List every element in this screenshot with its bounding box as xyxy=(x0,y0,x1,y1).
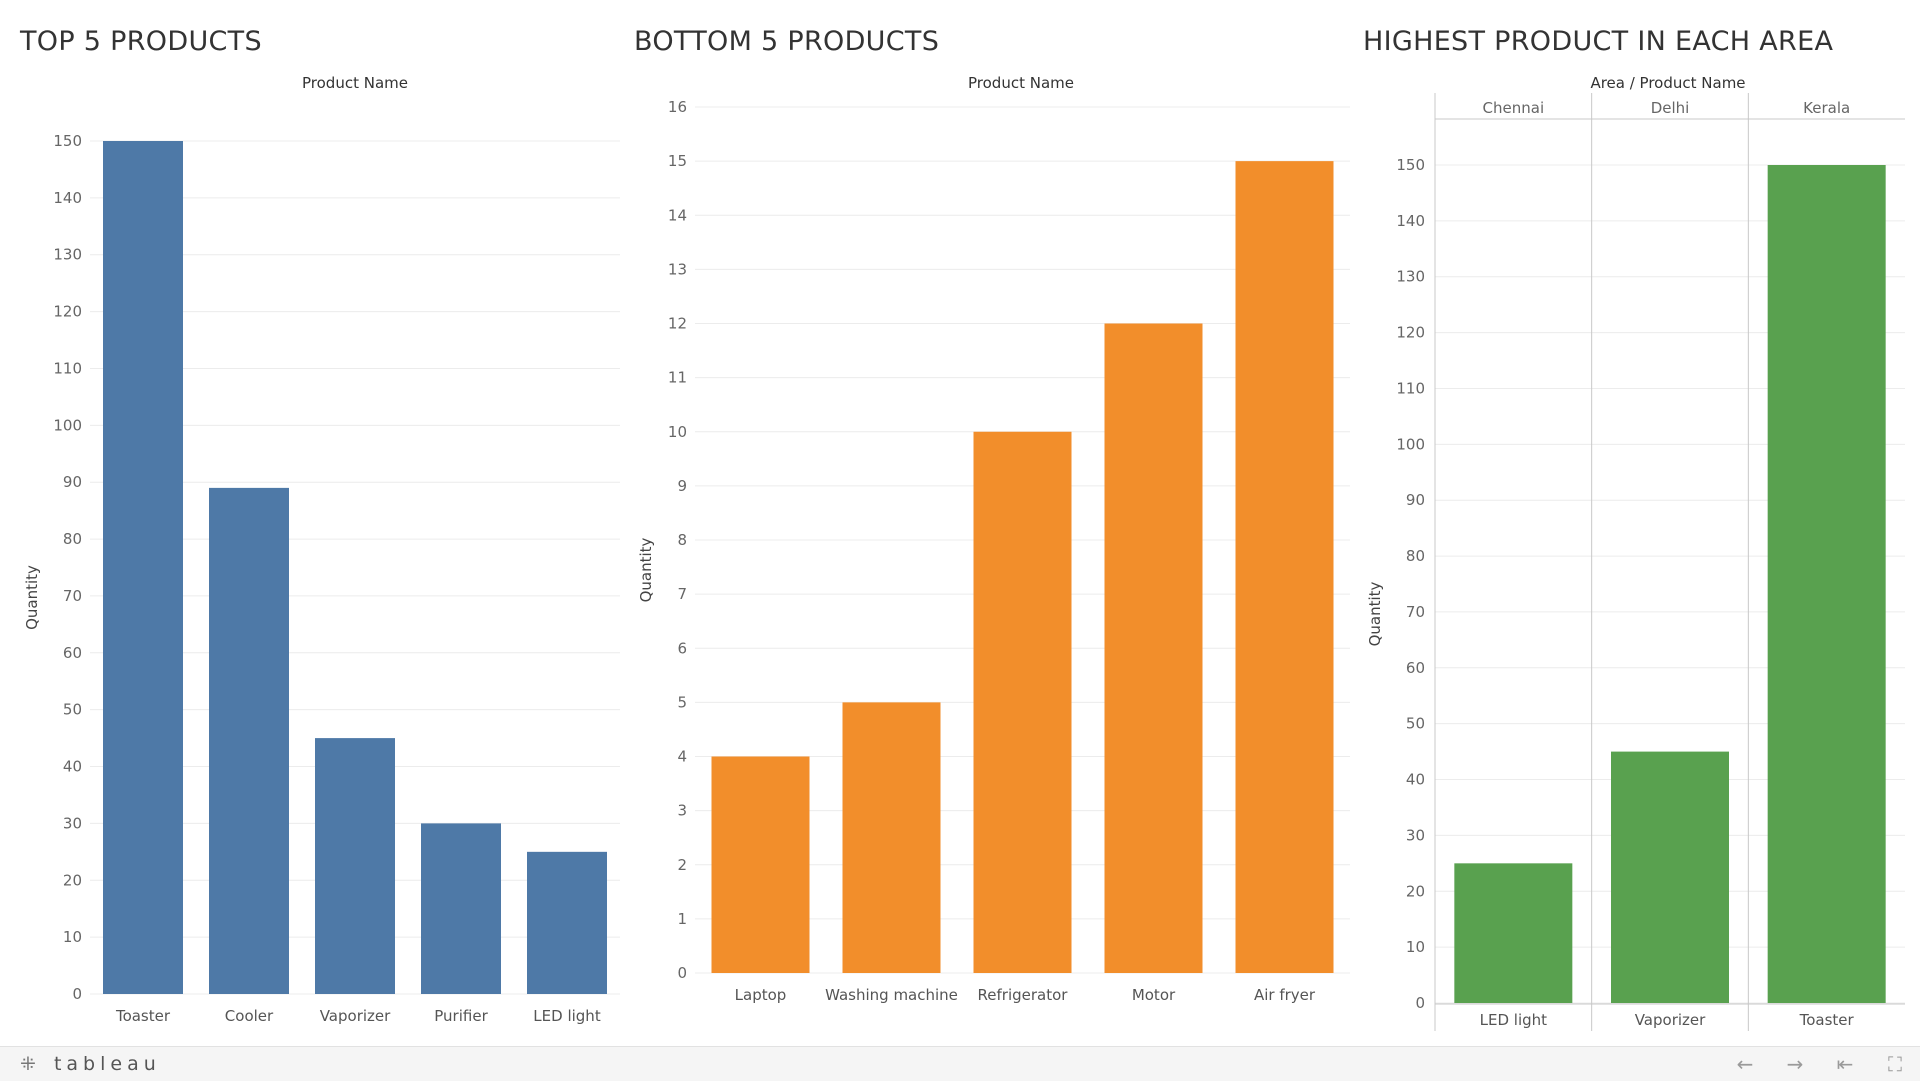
y-tick-label: 7 xyxy=(677,585,687,603)
y-tick-label: 90 xyxy=(1406,491,1425,509)
y-tick-label: 130 xyxy=(53,246,82,264)
y-tick-label: 80 xyxy=(1406,547,1425,565)
y-tick-label: 1 xyxy=(677,910,687,928)
y-tick-label: 14 xyxy=(668,206,687,224)
y-tick-label: 11 xyxy=(668,369,687,387)
bar-vaporizer xyxy=(1611,751,1729,1003)
x-tick-label: Vaporizer xyxy=(1635,1011,1706,1029)
bar-air-fryer xyxy=(1235,161,1334,973)
y-tick-label: 40 xyxy=(1406,771,1425,789)
x-tick-label: Vaporizer xyxy=(320,1007,391,1025)
bar-led-light xyxy=(1454,863,1573,1003)
y-tick-label: 15 xyxy=(668,152,687,170)
y-tick-label: 0 xyxy=(1415,994,1425,1012)
x-tick-label: Laptop xyxy=(735,986,787,1004)
x-tick-label: Motor xyxy=(1132,986,1176,1004)
area-header: Delhi xyxy=(1651,99,1690,117)
bar-vaporizer xyxy=(315,738,395,994)
y-tick-label: 6 xyxy=(677,639,687,657)
y-tick-label: 140 xyxy=(1396,212,1425,230)
bar-motor xyxy=(1104,323,1203,973)
bar-cooler xyxy=(209,487,289,994)
y-tick-label: 110 xyxy=(1396,379,1425,397)
redo-icon[interactable]: → xyxy=(1786,1052,1804,1076)
y-tick-label: 12 xyxy=(668,315,687,333)
area-header: Kerala xyxy=(1803,99,1850,117)
y-tick-label: 16 xyxy=(668,98,687,116)
y-axis-label: Quantity xyxy=(637,537,655,602)
y-tick-label: 8 xyxy=(677,531,687,549)
panel-title-top5: TOP 5 PRODUCTS xyxy=(20,26,262,57)
y-tick-label: 120 xyxy=(53,303,82,321)
tableau-logo[interactable]: ⁜ tableau xyxy=(20,1053,161,1075)
y-tick-label: 13 xyxy=(668,260,687,278)
fullscreen-icon[interactable]: ⛶ xyxy=(1888,1052,1902,1076)
panel-title-bottom5: BOTTOM 5 PRODUCTS xyxy=(634,26,940,57)
y-tick-label: 50 xyxy=(63,701,82,719)
y-tick-label: 10 xyxy=(1406,938,1425,956)
y-tick-label: 140 xyxy=(53,189,82,207)
y-axis-label: Quantity xyxy=(1366,581,1384,646)
y-tick-label: 0 xyxy=(72,985,82,1003)
bar-refrigerator xyxy=(973,431,1072,973)
y-tick-label: 120 xyxy=(1396,324,1425,342)
y-tick-label: 9 xyxy=(677,477,687,495)
y-axis-label: Quantity xyxy=(23,565,41,630)
x-tick-label: LED light xyxy=(1480,1011,1548,1029)
y-tick-label: 3 xyxy=(677,802,687,820)
bar-led-light xyxy=(527,851,607,994)
y-tick-label: 100 xyxy=(1396,435,1425,453)
y-tick-label: 130 xyxy=(1396,268,1425,286)
x-tick-label: Toaster xyxy=(115,1007,171,1025)
column-header: Area / Product Name xyxy=(1590,74,1745,92)
brand-text: tableau xyxy=(53,1053,161,1075)
x-tick-label: Toaster xyxy=(1799,1011,1855,1029)
y-tick-label: 70 xyxy=(1406,603,1425,621)
y-tick-label: 70 xyxy=(63,587,82,605)
y-tick-label: 30 xyxy=(63,814,82,832)
bar-laptop xyxy=(711,756,810,973)
y-tick-label: 2 xyxy=(677,856,687,874)
y-tick-label: 150 xyxy=(1396,156,1425,174)
y-tick-label: 20 xyxy=(63,871,82,889)
panel-title-area: HIGHEST PRODUCT IN EACH AREA xyxy=(1363,26,1834,57)
bar-toaster xyxy=(1767,165,1886,1003)
chart-1: Product Name 0 10 20 30 40 50 60 70 80 90 100 110 120… xyxy=(23,74,620,1025)
y-tick-label: 20 xyxy=(1406,882,1425,900)
x-tick-label: LED light xyxy=(533,1007,601,1025)
y-tick-label: 40 xyxy=(63,758,82,776)
y-tick-label: 10 xyxy=(63,928,82,946)
undo-icon[interactable]: ← xyxy=(1736,1052,1754,1076)
y-tick-label: 90 xyxy=(63,473,82,491)
x-tick-label: Washing machine xyxy=(825,986,958,1004)
x-tick-label: Refrigerator xyxy=(978,986,1069,1004)
bar-purifier xyxy=(421,823,501,994)
y-tick-label: 110 xyxy=(53,359,82,377)
column-header: Product Name xyxy=(968,74,1074,92)
y-tick-label: 80 xyxy=(63,530,82,548)
bar-toaster xyxy=(103,141,183,994)
y-tick-label: 50 xyxy=(1406,715,1425,733)
area-header: Chennai xyxy=(1483,99,1545,117)
y-tick-label: 30 xyxy=(1406,826,1425,844)
y-tick-label: 5 xyxy=(677,693,687,711)
charts-canvas: Product Name0102030405060708090100110120… xyxy=(23,74,1905,1031)
x-tick-label: Purifier xyxy=(434,1007,488,1025)
y-tick-label: 0 xyxy=(677,964,687,982)
y-tick-label: 100 xyxy=(53,416,82,434)
chart-2: Product Name012345678910111213141516Quan… xyxy=(637,74,1350,1004)
column-header: Product Name xyxy=(302,74,408,92)
y-tick-label: 60 xyxy=(1406,659,1425,677)
y-tick-label: 4 xyxy=(677,748,687,766)
x-tick-label: Cooler xyxy=(225,1007,274,1025)
bar-washing-machine xyxy=(842,702,941,973)
footer-bar: ⁜ tableau ← → ⇤ ⛶ xyxy=(0,1046,1920,1081)
y-tick-label: 60 xyxy=(63,644,82,662)
y-tick-label: 150 xyxy=(53,132,82,150)
tableau-plus-icon: ⁜ xyxy=(20,1053,41,1075)
x-tick-label: Air fryer xyxy=(1254,986,1316,1004)
revert-icon[interactable]: ⇤ xyxy=(1836,1052,1854,1076)
y-tick-label: 10 xyxy=(668,423,687,441)
chart-3: Area / Product Name 0 10 20 30 40 50 60 70 80 90 10… xyxy=(1366,74,1905,1031)
